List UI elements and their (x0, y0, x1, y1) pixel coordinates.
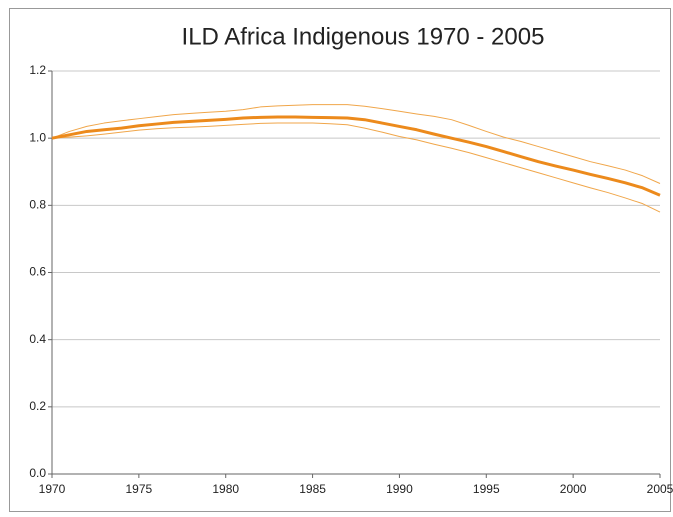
x-tick-label: 1995 (473, 482, 500, 496)
y-tick-label: 0.8 (29, 198, 46, 212)
x-tick-label: 1980 (212, 482, 239, 496)
data-line (51, 115, 661, 197)
x-tick-label: 2000 (560, 482, 587, 496)
x-tick-label: 1985 (299, 482, 326, 496)
x-tick-label: 2005 (647, 482, 673, 496)
frame (9, 8, 671, 512)
data-line (51, 122, 661, 213)
x-tick-label: 1970 (39, 482, 66, 496)
y-tick-label: 1.0 (29, 130, 46, 144)
data-line (51, 104, 661, 184)
x-tick-label: 1975 (126, 482, 153, 496)
y-tick-label: 0.0 (29, 466, 46, 480)
y-tick-label: 0.2 (29, 399, 46, 413)
y-tick-label: 0.6 (29, 265, 46, 279)
x-tick-label: 1990 (386, 482, 413, 496)
y-tick-label: 0.4 (29, 332, 46, 346)
chart-title: ILD Africa Indigenous 1970 - 2005 (182, 23, 545, 50)
y-tick-label: 1.2 (29, 63, 46, 77)
